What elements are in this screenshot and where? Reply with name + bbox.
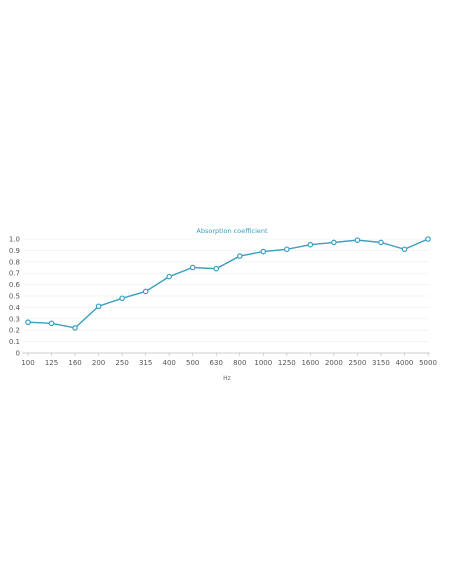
y-tick-label: 0.1 bbox=[9, 338, 20, 346]
chart-title: Absorption coefficient bbox=[196, 227, 268, 235]
x-tick-label: 200 bbox=[92, 359, 105, 367]
x-tick-label: 1600 bbox=[301, 359, 319, 367]
y-tick-label: 0 bbox=[16, 350, 20, 358]
x-tick-label: 630 bbox=[210, 359, 223, 367]
x-axis-label: Hz bbox=[223, 375, 231, 382]
x-tick-label: 1250 bbox=[278, 359, 296, 367]
x-tick-label: 315 bbox=[139, 359, 152, 367]
data-point[interactable] bbox=[25, 319, 31, 326]
x-tick-label: 1000 bbox=[254, 359, 272, 367]
x-axis-ticks: 100 125 160 200 250 315 400 500 630 800 1000 1250 16… bbox=[21, 353, 437, 367]
x-tick-label: 100 bbox=[21, 359, 34, 367]
y-tick-label: 1.0 bbox=[9, 236, 20, 244]
x-tick-label: 400 bbox=[162, 359, 175, 367]
x-tick-label: 160 bbox=[68, 359, 81, 367]
x-tick-label: 500 bbox=[186, 359, 199, 367]
x-tick-label: 2500 bbox=[348, 359, 366, 367]
data-point[interactable] bbox=[284, 246, 290, 253]
x-tick-label: 2000 bbox=[325, 359, 343, 367]
data-point[interactable] bbox=[260, 248, 267, 255]
x-tick-label: 125 bbox=[45, 359, 58, 367]
data-point[interactable] bbox=[95, 303, 102, 310]
data-point[interactable] bbox=[142, 288, 149, 295]
data-point[interactable] bbox=[189, 264, 196, 271]
y-tick-label: 0.5 bbox=[9, 293, 20, 301]
y-tick-label: 0.6 bbox=[9, 281, 21, 289]
x-tick-label: 3150 bbox=[372, 359, 390, 367]
y-tick-label: 0.4 bbox=[9, 304, 21, 312]
data-point[interactable] bbox=[72, 325, 78, 331]
data-point[interactable] bbox=[119, 295, 125, 302]
y-tick-label: 0.8 bbox=[9, 258, 20, 266]
y-tick-label: 0.9 bbox=[9, 247, 20, 255]
series-line bbox=[27, 238, 429, 329]
data-point[interactable] bbox=[48, 320, 55, 327]
data-point[interactable] bbox=[378, 239, 384, 246]
y-tick-label: 0.7 bbox=[9, 270, 20, 278]
data-point[interactable] bbox=[354, 237, 361, 243]
data-point[interactable] bbox=[307, 241, 314, 248]
y-tick-label: 0.2 bbox=[9, 327, 20, 335]
series bbox=[25, 236, 431, 331]
y-axis-ticks: 0 0.1 0.2 0.3 0.4 0.5 0.6 0.7 0.8 0.9 1.0 bbox=[9, 236, 21, 358]
x-tick-label: 4000 bbox=[396, 359, 414, 367]
x-tick-label: 800 bbox=[233, 359, 246, 367]
data-point[interactable] bbox=[166, 273, 172, 280]
grid-lines bbox=[24, 238, 428, 342]
x-tick-label: 5000 bbox=[419, 359, 437, 367]
data-point[interactable] bbox=[425, 236, 431, 242]
x-tick-label: 250 bbox=[115, 359, 128, 367]
data-point[interactable] bbox=[331, 239, 337, 246]
data-point[interactable] bbox=[236, 253, 243, 259]
data-point[interactable] bbox=[213, 265, 220, 272]
y-tick-label: 0.3 bbox=[9, 315, 20, 323]
data-point[interactable] bbox=[401, 246, 408, 253]
